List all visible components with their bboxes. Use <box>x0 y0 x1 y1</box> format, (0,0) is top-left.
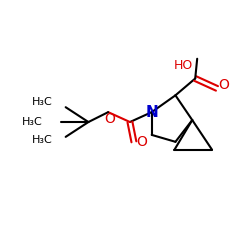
Text: O: O <box>218 78 229 92</box>
Text: O: O <box>136 135 147 149</box>
Text: H₃C: H₃C <box>32 97 53 107</box>
Text: H₃C: H₃C <box>22 117 43 127</box>
Text: H₃C: H₃C <box>32 135 53 145</box>
Text: HO: HO <box>174 59 193 72</box>
Text: O: O <box>105 112 116 126</box>
Text: N: N <box>145 105 158 120</box>
